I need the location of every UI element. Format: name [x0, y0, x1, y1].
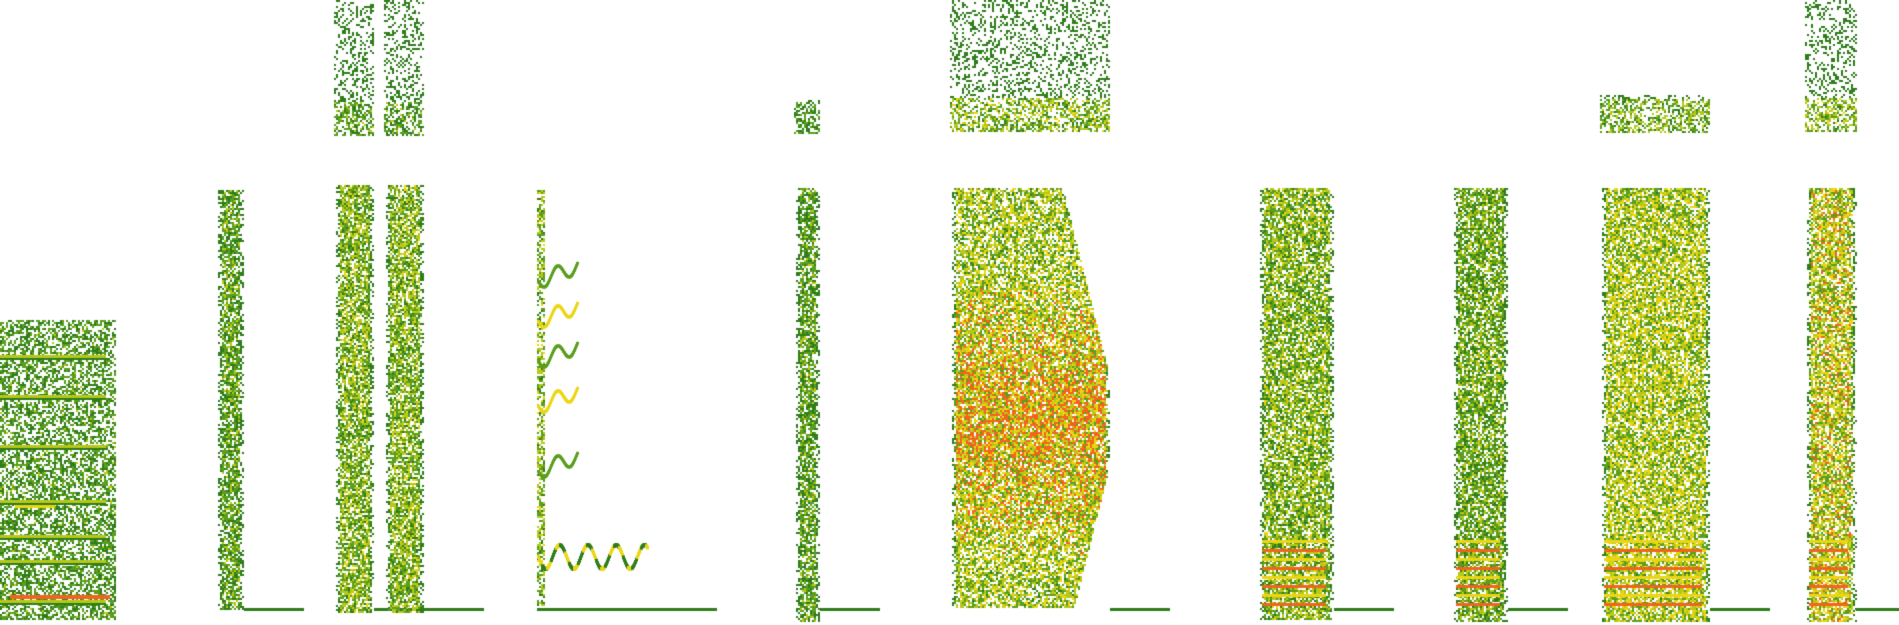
- spectrogram-canvas: [0, 0, 1899, 625]
- spectrogram-view: [0, 0, 1899, 625]
